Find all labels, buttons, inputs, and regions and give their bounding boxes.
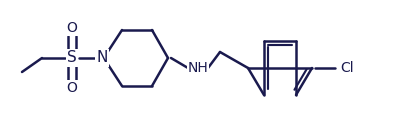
Text: N: N [96, 50, 108, 65]
Text: O: O [66, 81, 78, 95]
Text: Cl: Cl [340, 61, 354, 75]
Text: S: S [67, 50, 77, 65]
Text: NH: NH [188, 61, 209, 75]
Text: O: O [66, 21, 78, 35]
